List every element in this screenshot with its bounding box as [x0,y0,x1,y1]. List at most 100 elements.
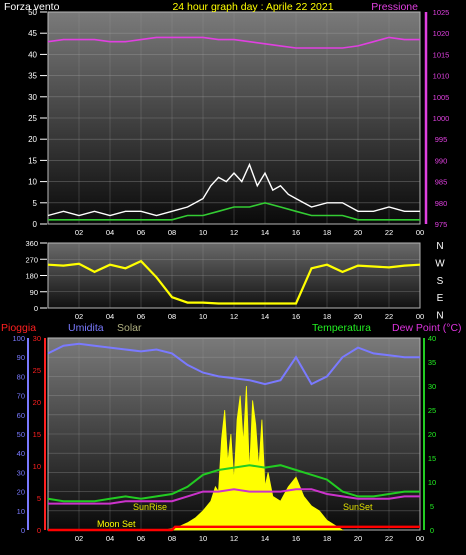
top-time-tick-label: 00 [416,228,424,237]
bottom-time-tick-label: 00 [416,534,424,543]
wind-tick-label: 20 [28,135,37,144]
rain-tick-label: 10 [33,462,41,471]
solar-axis-title: Solar [117,322,142,334]
bottom-time-tick-label: 06 [137,534,145,543]
pressure-tick-label: 1005 [433,93,450,102]
direction-time-tick-label: 16 [292,312,300,321]
rain-tick-label: 25 [33,366,41,375]
top-time-tick-label: 16 [292,228,300,237]
temperature-tick-label: 25 [428,406,436,415]
top-time-tick-label: 06 [137,228,145,237]
humidity-tick-label: 60 [17,411,25,420]
wind-tick-label: 45 [28,29,37,38]
bottom-time-tick-label: 02 [75,534,83,543]
humidity-tick-label: 100 [12,334,25,343]
compass-label: N [436,311,443,322]
compass-label: N [436,241,443,252]
direction-tick-label: 270 [25,255,38,264]
humidity-tick-label: 20 [17,488,25,497]
bottom-time-tick-label: 04 [106,534,114,543]
direction-time-tick-label: 18 [323,312,331,321]
pressure-tick-label: 995 [435,135,448,144]
wind-tick-label: 50 [28,8,37,17]
direction-time-tick-label: 14 [261,312,269,321]
direction-time-tick-label: 02 [75,312,83,321]
rain-tick-label: 30 [33,334,41,343]
rain-tick-label: 20 [33,398,41,407]
top-time-tick-label: 20 [354,228,362,237]
humidity-tick-label: 40 [17,449,25,458]
humidity-tick-label: 10 [17,507,25,516]
direction-time-tick-label: 04 [106,312,114,321]
wind-gust-line [47,162,420,217]
top-time-tick-label: 12 [230,228,238,237]
humidity-tick-label: 80 [17,372,25,381]
direction-time-tick-label: 20 [354,312,362,321]
wind-direction-line [47,259,421,305]
compass-label: W [435,258,445,269]
direction-tick-label: 360 [25,239,38,248]
bottom-time-tick-label: 14 [261,534,269,543]
wind-average-line [48,201,420,221]
temperature-axis-title: Temperatura [312,322,371,334]
wind-axis-title: Forza vento [4,1,60,13]
humidity-axis-title: Umidita [68,322,104,334]
humidity-tick-label: 50 [17,430,25,439]
pressure-line [47,36,420,49]
solar-area [164,385,344,531]
wind-tick-label: 35 [28,72,37,81]
grid-lines [48,11,421,531]
bottom-time-tick-label: 22 [385,534,393,543]
rain-axis-title: Pioggia [1,322,36,334]
temperature-tick-label: 0 [430,526,434,535]
pressure-tick-label: 1025 [433,8,450,17]
top-time-tick-label: 04 [106,228,114,237]
direction-tick-label: 180 [25,272,38,281]
temperature-tick-label: 5 [430,502,434,511]
top-time-tick-label: 10 [199,228,207,237]
top-time-tick-label: 02 [75,228,83,237]
dewpoint-line [48,488,420,505]
bottom-time-tick-label: 16 [292,534,300,543]
wind-tick-label: 10 [28,178,37,187]
direction-time-tick-label: 10 [199,312,207,321]
temperature-line [47,464,420,503]
wind-tick-label: 15 [28,156,37,165]
rain-tick-label: 15 [33,430,41,439]
series-layer [47,36,421,532]
direction-time-tick-label: 08 [168,312,176,321]
bottom-time-tick-label: 20 [354,534,362,543]
dewpoint-axis-title: Dew Point (°C) [392,322,462,334]
compass-label: S [437,276,444,287]
bottom-time-tick-label: 12 [230,534,238,543]
direction-time-tick-label: 22 [385,312,393,321]
temperature-tick-label: 15 [428,454,436,463]
compass-label: E [437,293,444,304]
wind-tick-label: 0 [33,220,38,229]
pressure-tick-label: 1015 [433,50,450,59]
pressure-tick-label: 975 [435,220,448,229]
direction-time-tick-label: 06 [137,312,145,321]
moonset-label: Moon Set [97,519,136,529]
pressure-tick-label: 990 [435,156,448,165]
pressure-tick-label: 1020 [433,29,450,38]
bottom-time-tick-label: 18 [323,534,331,543]
direction-tick-label: 90 [30,288,38,297]
temperature-tick-label: 10 [428,478,436,487]
wind-tick-label: 40 [28,50,37,59]
humidity-tick-label: 0 [21,526,25,535]
bottom-time-tick-label: 10 [199,534,207,543]
chart-title: 24 hour graph day : Aprile 22 2021 [172,1,333,13]
pressure-tick-label: 1000 [433,114,450,123]
top-time-tick-label: 08 [168,228,176,237]
direction-time-tick-label: 00 [416,312,424,321]
temperature-tick-label: 20 [428,430,436,439]
humidity-tick-label: 30 [17,468,25,477]
pressure-tick-label: 1010 [433,72,450,81]
temperature-tick-label: 35 [428,358,436,367]
humidity-tick-label: 90 [17,353,25,362]
temperature-tick-label: 30 [428,382,436,391]
temperature-tick-label: 40 [428,334,436,343]
humidity-line [47,342,420,386]
direction-tick-label: 0 [34,304,38,313]
